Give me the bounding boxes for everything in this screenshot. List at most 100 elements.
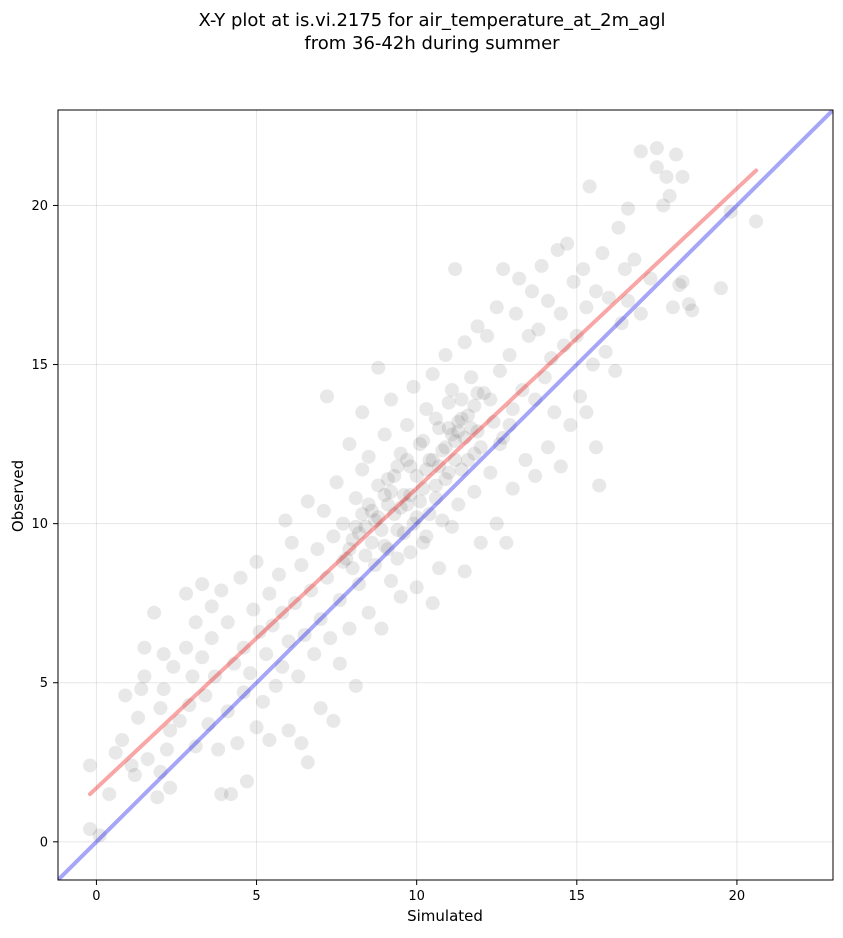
data-point [432, 561, 447, 576]
data-point [444, 383, 459, 397]
data-point [400, 418, 415, 432]
data-point [403, 545, 418, 560]
data-point [371, 510, 386, 525]
data-point [303, 583, 318, 598]
data-point [496, 262, 511, 277]
data-point [384, 573, 399, 588]
data-point [265, 618, 280, 633]
data-point [214, 583, 229, 598]
data-point [627, 252, 642, 267]
data-point [313, 701, 328, 716]
data-point [553, 306, 568, 321]
data-point [252, 624, 267, 639]
data-point [643, 271, 658, 286]
data-point [489, 300, 504, 315]
data-point [489, 516, 504, 531]
data-point [505, 402, 520, 417]
data-point [723, 204, 738, 219]
data-point [524, 284, 539, 299]
data-point [345, 561, 360, 576]
data-point [608, 363, 623, 378]
x-tick-label: 5 [252, 889, 260, 904]
data-point [294, 558, 309, 572]
data-point [448, 262, 463, 277]
data-point [320, 570, 335, 585]
data-point [211, 742, 226, 757]
data-point [336, 554, 351, 569]
data-point [409, 468, 424, 483]
data-point [563, 418, 578, 432]
data-point [358, 548, 373, 563]
data-point [425, 367, 440, 382]
data-point [163, 780, 178, 795]
data-point [621, 293, 636, 308]
data-point [515, 383, 530, 397]
data-point [185, 669, 200, 684]
data-point [352, 526, 367, 541]
data-point [585, 357, 600, 372]
y-tick-label: 5 [40, 676, 48, 691]
data-point [348, 678, 363, 693]
data-point [560, 236, 575, 251]
data-point [377, 538, 392, 553]
data-point [556, 338, 571, 353]
data-point [486, 414, 501, 429]
data-point [83, 758, 98, 773]
data-point [460, 408, 475, 423]
data-point [537, 370, 552, 385]
data-point [118, 688, 133, 703]
data-point [473, 535, 488, 550]
data-point [528, 468, 543, 483]
data-point [589, 284, 604, 299]
data-point [361, 449, 376, 464]
data-point [589, 440, 604, 455]
data-point [223, 787, 238, 802]
y-tick-label: 10 [31, 517, 48, 532]
data-point [182, 698, 197, 712]
data-point [102, 787, 117, 802]
data-point [425, 453, 440, 467]
data-point [236, 685, 251, 700]
data-point [502, 418, 517, 432]
data-point [179, 586, 194, 601]
data-point [207, 669, 222, 684]
data-point [355, 405, 370, 420]
axis-ticks: 0 5 10 15 20 0 5 10 15 20 [31, 199, 745, 904]
data-point [371, 360, 386, 375]
data-point [444, 427, 459, 442]
data-point [188, 739, 203, 754]
data-point [83, 822, 98, 837]
data-point [358, 519, 373, 534]
y-tick-label: 20 [31, 199, 48, 214]
reference-lines [58, 110, 833, 880]
data-point [156, 682, 171, 697]
data-point [384, 392, 399, 407]
data-point [310, 542, 325, 557]
data-point [342, 437, 357, 452]
data-point [172, 713, 187, 728]
data-point [467, 484, 482, 499]
data-point [131, 710, 146, 725]
data-point [345, 532, 360, 547]
data-point [473, 440, 488, 455]
data-point [153, 701, 168, 716]
data-point [275, 659, 290, 674]
data-point [531, 322, 546, 337]
data-point [275, 605, 290, 620]
data-point [422, 453, 437, 467]
data-point [412, 494, 427, 509]
data-point [749, 214, 764, 229]
data-point [239, 774, 254, 789]
data-point [387, 468, 402, 483]
data-point [355, 462, 370, 477]
x-tick-label: 20 [729, 889, 746, 904]
data-point [470, 386, 485, 401]
data-point [502, 348, 517, 362]
data-point [348, 491, 363, 506]
data-point [451, 497, 466, 512]
data-point [592, 478, 607, 493]
data-point [505, 481, 520, 496]
data-point [368, 558, 383, 572]
